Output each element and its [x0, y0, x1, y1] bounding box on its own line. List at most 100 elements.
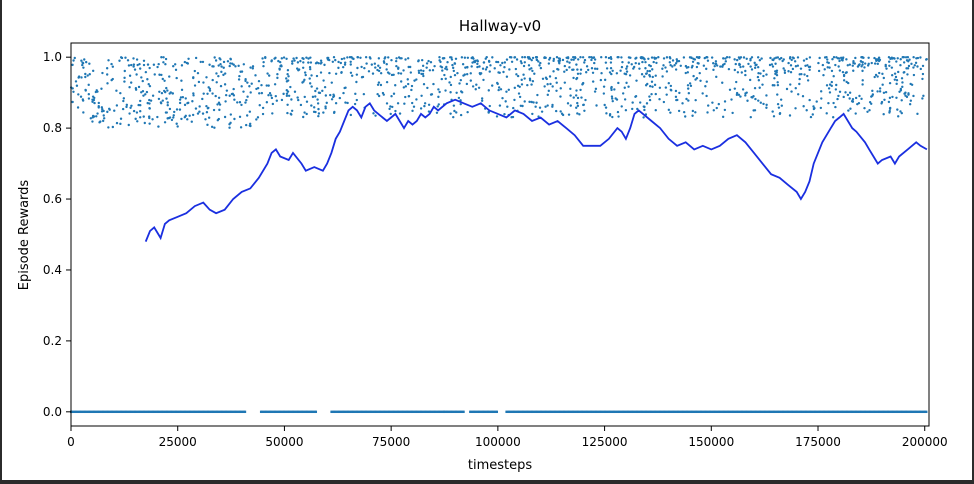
zero-reward-point [341, 410, 344, 414]
reward-point [448, 81, 451, 84]
zero-reward-point [774, 410, 777, 414]
zero-reward-point [335, 410, 338, 414]
reward-point [798, 73, 801, 76]
reward-point [309, 67, 312, 71]
reward-point [449, 91, 452, 94]
reward-point [505, 58, 509, 61]
reward-point [644, 60, 647, 64]
zero-reward-point [662, 410, 665, 414]
reward-point [260, 83, 263, 87]
zero-reward-point [625, 410, 628, 414]
reward-point [217, 96, 221, 100]
reward-point [581, 82, 584, 86]
zero-reward-point [542, 410, 545, 414]
reward-point [887, 100, 891, 104]
zero-reward-point [899, 410, 902, 414]
reward-point [415, 98, 418, 101]
zero-reward-point [816, 410, 819, 414]
reward-point [261, 112, 265, 116]
reward-point [341, 65, 345, 69]
reward-point [164, 57, 168, 61]
reward-point [237, 78, 241, 81]
reward-point [641, 60, 644, 64]
reward-point [840, 58, 843, 61]
reward-point [749, 115, 752, 119]
reward-point [610, 95, 614, 98]
zero-reward-point [778, 410, 781, 414]
zero-reward-point [381, 410, 384, 414]
zero-reward-point [525, 410, 528, 414]
reward-point [280, 65, 283, 68]
zero-reward-point [538, 410, 541, 414]
zero-reward-point [920, 410, 923, 414]
zero-reward-point [163, 410, 166, 414]
zero-reward-point [738, 410, 741, 414]
zero-reward-point [90, 410, 93, 414]
reward-point [570, 58, 573, 61]
plot-area-frame [70, 42, 930, 427]
reward-point [561, 113, 565, 117]
reward-point [669, 88, 672, 91]
reward-point [168, 75, 171, 78]
reward-point [75, 84, 79, 87]
zero-reward-point [771, 410, 774, 414]
reward-point [688, 56, 692, 59]
reward-point [160, 73, 163, 77]
zero-reward-point [916, 410, 919, 414]
reward-point [73, 56, 76, 60]
zero-reward-point [661, 410, 664, 414]
zero-reward-point [894, 410, 897, 414]
reward-point [128, 74, 132, 77]
reward-point [87, 83, 90, 87]
reward-point [382, 61, 386, 65]
reward-point [384, 56, 387, 59]
zero-reward-point [573, 410, 576, 414]
reward-point [813, 107, 816, 110]
reward-point [273, 83, 277, 86]
reward-point [613, 88, 616, 91]
zero-reward-point [182, 410, 185, 414]
reward-point [686, 71, 690, 74]
reward-point [544, 76, 548, 79]
reward-point [217, 74, 220, 78]
zero-reward-point [554, 410, 557, 414]
reward-point [244, 101, 247, 104]
reward-point [523, 61, 527, 64]
reward-point [775, 73, 779, 77]
zero-reward-point [515, 410, 518, 414]
zero-reward-point [456, 410, 459, 414]
reward-point [271, 112, 274, 115]
reward-point [364, 55, 368, 59]
reward-point [476, 60, 480, 63]
zero-reward-point [682, 410, 685, 414]
zero-reward-point [402, 410, 405, 414]
zero-reward-point [837, 410, 840, 414]
zero-reward-point [652, 410, 655, 414]
reward-point [888, 109, 891, 113]
zero-reward-point [856, 410, 859, 414]
zero-reward-point [651, 410, 654, 414]
reward-point [546, 93, 549, 97]
reward-point [521, 104, 524, 108]
zero-reward-point [907, 410, 910, 414]
zero-reward-point [787, 410, 790, 414]
reward-point [867, 62, 870, 66]
zero-reward-point [790, 410, 793, 414]
zero-reward-point [437, 410, 440, 414]
reward-point [132, 109, 136, 113]
reward-point [379, 83, 383, 87]
zero-reward-point [372, 410, 375, 414]
reward-point [523, 77, 526, 80]
reward-point [146, 78, 149, 81]
zero-reward-point [801, 410, 804, 414]
zero-reward-point [423, 410, 426, 414]
reward-point [248, 122, 252, 126]
reward-point [690, 66, 694, 69]
reward-point [303, 95, 306, 99]
zero-reward-point [385, 410, 388, 414]
reward-point [81, 61, 84, 64]
zero-reward-point [696, 410, 699, 414]
reward-point [207, 116, 211, 119]
reward-point [420, 94, 423, 97]
